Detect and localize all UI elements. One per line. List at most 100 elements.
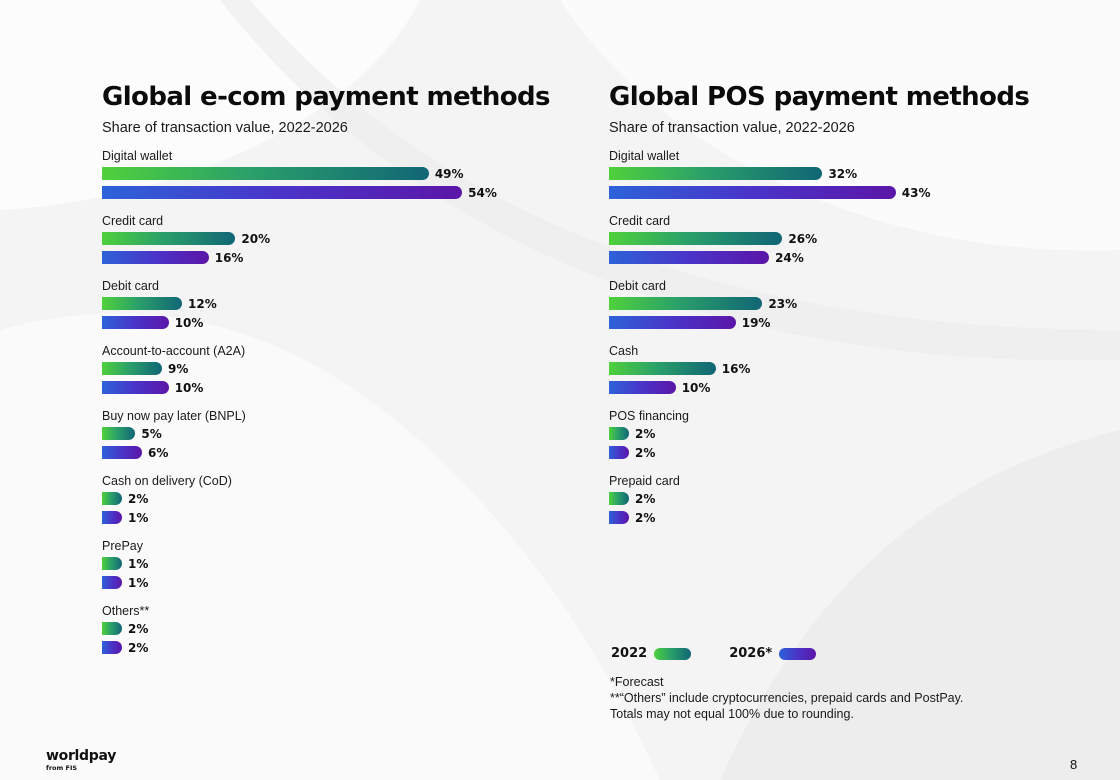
category-label: Credit card — [102, 214, 164, 228]
category-label: Debit card — [102, 279, 159, 293]
bar-row: 6% — [102, 445, 169, 460]
bar-2026 — [609, 446, 629, 459]
legend-item-2026: 2026* — [729, 646, 817, 661]
bar-row: 2% — [609, 510, 656, 525]
category-group: Buy now pay later (BNPL) 5% 6% — [102, 409, 562, 474]
legend-label: 2022 — [611, 646, 648, 661]
data-label: 1% — [128, 556, 149, 571]
bar-2022 — [102, 167, 429, 180]
bar-2026 — [609, 511, 629, 524]
bar-2022 — [102, 232, 236, 245]
bar-row: 32% — [609, 166, 858, 181]
bar-2026 — [102, 251, 209, 264]
data-label: 54% — [468, 185, 497, 200]
category-label: Buy now pay later (BNPL) — [102, 409, 246, 423]
data-label: 2% — [635, 445, 656, 460]
bar-2026 — [609, 186, 896, 199]
bar-row: 1% — [102, 510, 149, 525]
bar-2026 — [102, 641, 122, 654]
data-label: 2% — [128, 640, 149, 655]
bar-list: Digital wallet 32% 43% Credit card 26% 24% Deb… — [609, 149, 1069, 539]
bar-row: 19% — [609, 316, 770, 330]
data-label: 9% — [168, 361, 189, 376]
category-group: Credit card 20% 16% — [102, 214, 562, 279]
category-group: Cash 16% 10% — [609, 344, 1069, 409]
legend-item-2022: 2022 — [611, 646, 692, 661]
data-label: 2% — [635, 491, 656, 506]
category-group: PrePay 1% 1% — [102, 539, 562, 604]
category-group: Debit card 23% 19% — [609, 279, 1069, 344]
category-group: Account-to-account (A2A) 9% 10% — [102, 344, 562, 409]
bar-row: 23% — [609, 296, 798, 311]
data-label: 2% — [635, 510, 656, 525]
category-label: Digital wallet — [102, 149, 173, 163]
category-group: Credit card 26% 24% — [609, 214, 1069, 279]
data-label: 12% — [188, 296, 217, 311]
data-label: 10% — [174, 380, 204, 395]
bar-row: 2% — [609, 445, 656, 460]
bar-2026 — [609, 251, 770, 264]
bar-2022 — [609, 297, 763, 310]
bar-2026 — [102, 511, 122, 524]
footnotes: *Forecast **“Others” include cryptocurre… — [610, 674, 963, 722]
data-label: 5% — [141, 426, 162, 441]
data-label: 16% — [214, 250, 244, 265]
bar-row: 1% — [102, 575, 149, 590]
data-label: 23% — [768, 296, 798, 311]
bar-2026 — [102, 186, 463, 199]
bar-row: 10% — [102, 316, 203, 330]
category-label: Digital wallet — [609, 149, 680, 163]
category-label: Debit card — [609, 279, 666, 293]
data-label: 6% — [148, 445, 169, 460]
category-label: Cash — [609, 344, 639, 358]
category-group: Debit card 12% 10% — [102, 279, 562, 344]
bar-2022 — [102, 362, 163, 375]
bar-2022 — [102, 557, 122, 570]
category-group: Others** 2% 2% — [102, 604, 562, 669]
bar-2026 — [102, 316, 169, 329]
bar-row: 49% — [102, 167, 464, 181]
category-label: Cash on delivery (CoD) — [102, 474, 232, 488]
bar-2022 — [609, 167, 823, 180]
category-group: Digital wallet 32% 43% — [609, 149, 1069, 214]
bar-row: 12% — [102, 296, 217, 311]
bar-row: 43% — [609, 185, 931, 200]
data-label: 1% — [128, 510, 149, 525]
bar-row: 2% — [102, 492, 148, 506]
data-label: 32% — [828, 166, 858, 181]
bar-row: 2% — [609, 426, 656, 441]
bar-row: 2% — [102, 640, 149, 655]
chart-title: Global e-com payment methods — [102, 82, 551, 112]
data-label: 43% — [901, 185, 931, 200]
chart-subtitle: Share of transaction value, 2022-2026 — [102, 120, 348, 136]
category-group: POS financing 2% 2% — [609, 409, 1069, 474]
bar-2026 — [609, 381, 676, 394]
data-label: 20% — [241, 231, 271, 246]
bar-row: 10% — [609, 380, 711, 395]
bar-row: 24% — [609, 251, 804, 265]
bar-2022 — [609, 492, 629, 505]
category-group: Digital wallet 49% 54% — [102, 149, 562, 214]
category-label: Others** — [102, 604, 150, 618]
bar-row: 5% — [102, 426, 162, 441]
bar-2026 — [609, 316, 736, 329]
bar-row: 54% — [102, 185, 497, 200]
footnote-rounding: Totals may not equal 100% due to roundin… — [610, 707, 854, 721]
bar-row: 16% — [102, 250, 244, 265]
bar-2026 — [102, 576, 122, 589]
legend-swatch-2022 — [654, 647, 692, 660]
chart-legend: 2022 2026* — [611, 646, 854, 661]
logo-subline: from FIS — [46, 764, 78, 772]
bar-2022 — [609, 232, 783, 245]
pos-chart: Global POS payment methods Share of tran… — [609, 80, 1069, 539]
chart-subtitle: Share of transaction value, 2022-2026 — [609, 120, 855, 136]
bar-row: 16% — [609, 362, 750, 376]
data-label: 2% — [635, 426, 656, 441]
bar-row: 1% — [102, 556, 149, 571]
data-label: 2% — [128, 621, 149, 636]
data-label: 1% — [128, 575, 149, 590]
bar-2022 — [609, 362, 716, 375]
data-label: 10% — [681, 380, 711, 395]
bar-2022 — [102, 427, 136, 440]
data-label: 26% — [788, 231, 818, 246]
